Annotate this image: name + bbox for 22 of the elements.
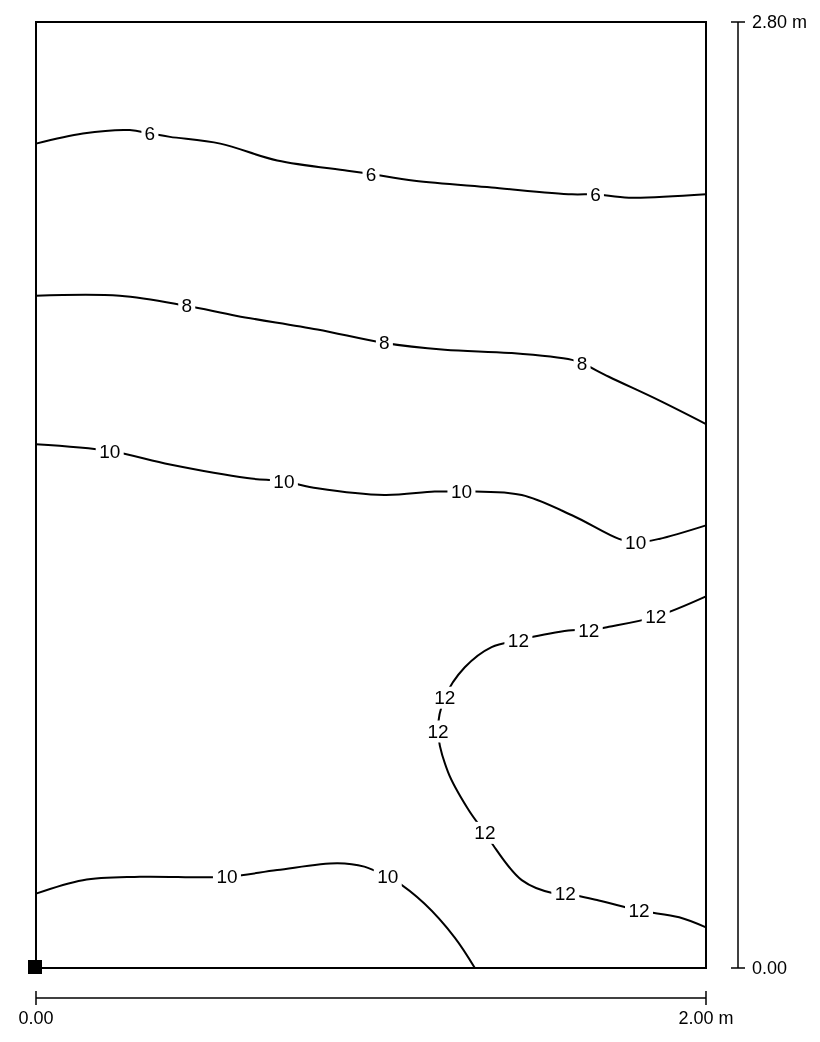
y-tick-label: 2.80 m <box>752 12 808 32</box>
annotation: 6 <box>365 163 377 185</box>
annotation: 10 <box>450 481 473 503</box>
annotation: 12 <box>434 687 456 709</box>
annotation: 10 <box>625 531 647 553</box>
annotation: 12 <box>554 883 576 905</box>
annotation: 12 <box>628 900 650 922</box>
annotation: 10 <box>216 866 238 888</box>
annotation: 12 <box>645 606 667 628</box>
x-tick-label: 2.00 m <box>678 1008 734 1028</box>
annotation: 10 <box>377 866 399 888</box>
annotation: 10 <box>99 440 121 462</box>
annotation: 12 <box>578 619 600 641</box>
annotation: 6 <box>144 122 156 144</box>
annotation: 10 <box>273 470 295 492</box>
annotation: 12 <box>507 629 529 651</box>
annotation: 8 <box>379 332 390 354</box>
annotation: 8 <box>181 295 193 317</box>
annotation: 6 <box>590 183 601 205</box>
annotation: 12 <box>474 822 496 844</box>
annotation: 8 <box>576 352 588 374</box>
annotation: 12 <box>427 721 449 742</box>
